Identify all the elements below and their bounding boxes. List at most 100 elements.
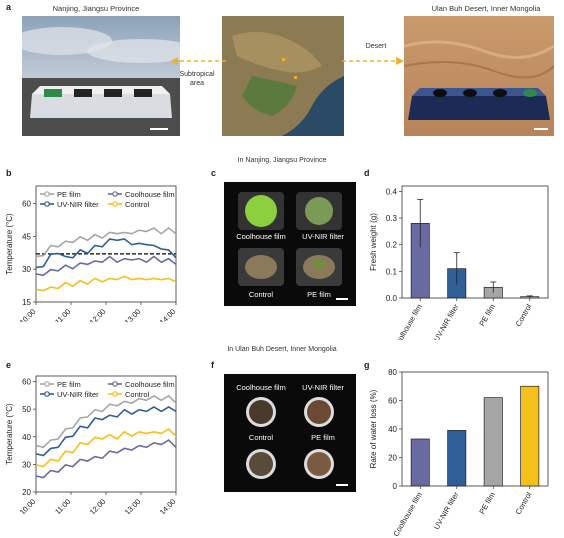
x-tick-label: 13:00 <box>123 497 143 514</box>
legend-label-coolhouse: Coolhouse film <box>125 190 175 199</box>
chart-b-temperature-nanjing: 15 30 45 60 10:00 11:00 12:00 13:00 14:00 Tempera… <box>5 185 178 322</box>
series-line-control <box>35 427 177 468</box>
y-tick-label: 40 <box>22 433 31 442</box>
legend-label-coolhouse: Coolhouse film <box>125 380 175 389</box>
map-photo <box>222 16 344 136</box>
chart-d-fresh-weight: 0.0 0.1 0.2 0.3 0.4 Fresh weight (g) Coolhouse… <box>369 185 549 341</box>
panel-label-d: d <box>364 168 370 178</box>
arrow-left-icon <box>170 57 226 65</box>
x-tick-label: Coolhouse film <box>391 491 424 537</box>
legend-label-pe: PE film <box>57 380 81 389</box>
series-line-coolhouse <box>35 255 177 277</box>
legend-marker-coolhouse <box>112 381 118 387</box>
x-tick-label: Coolhouse film <box>391 303 424 341</box>
legend-marker-control <box>112 391 118 397</box>
panel-label-f: f <box>211 360 214 370</box>
plot-frame <box>401 185 549 299</box>
x-tick-label: PE film <box>477 491 497 516</box>
y-tick-label: 40 <box>388 425 397 434</box>
arrow-right-icon <box>342 57 404 65</box>
nanjing-section-title: In Nanjing, Jiangsu Province <box>237 157 327 164</box>
panel-label-g: g <box>364 360 370 370</box>
y-tick-label: 30 <box>22 460 31 469</box>
plant-trays-c <box>238 192 348 300</box>
x-tick-label: UV-NIR filter <box>432 302 461 340</box>
bar-control <box>520 385 540 487</box>
c-label-control: Control <box>248 290 274 299</box>
series-line-uvnir <box>35 238 177 269</box>
china-map <box>222 16 344 136</box>
y-tick-label: 60 <box>22 200 31 209</box>
x-tick-label: 14:00 <box>158 497 178 514</box>
y-tick-label: 0 <box>393 482 398 491</box>
x-tick-label: 10:00 <box>18 307 38 322</box>
y-tick-label: 0.0 <box>386 294 398 303</box>
x-tick-label: Control <box>514 490 534 516</box>
series-line-pe <box>35 394 177 449</box>
legend-marker-control <box>112 201 118 207</box>
legend-label-control: Control <box>125 200 150 209</box>
c-label-pe: PE film <box>307 290 331 299</box>
desert-label: Desert <box>365 43 387 50</box>
y-tick-label: 20 <box>388 454 397 463</box>
x-tick-label: 13:00 <box>123 307 143 322</box>
desert-caption: Ulan Buh Desert, Inner Mongolia <box>431 4 541 13</box>
y-tick-label: 0.4 <box>386 187 398 196</box>
y-tick-label: 50 <box>22 405 31 414</box>
f-label-control: Control <box>248 433 274 442</box>
x-tick-label: PE film <box>477 303 497 328</box>
x-tick-label: 11:00 <box>53 497 72 514</box>
x-tick-label: 10:00 <box>18 497 38 514</box>
x-tick-label: Control <box>514 302 534 328</box>
y-tick-label: 45 <box>22 232 31 241</box>
y-tick-label: 0.1 <box>386 267 398 276</box>
panel-c-photo: Coolhouse film UV-NIR filter Control PE … <box>224 182 356 306</box>
f-label-pe: PE film <box>311 433 335 442</box>
y-tick-label: 80 <box>388 368 397 377</box>
y-tick-label: 20 <box>22 488 31 497</box>
chart-g-water-loss: 0 20 40 60 80 Rate of water loss (%) Coolhouse… <box>369 368 549 537</box>
f-label-coolhouse: Coolhouse film <box>236 383 286 392</box>
y-tick-label: 60 <box>388 397 397 406</box>
plant-dishes-f <box>246 397 348 486</box>
y-axis-label: Rate of water loss (%) <box>369 389 378 468</box>
y-tick-label: 60 <box>22 378 31 387</box>
series-line-pe <box>35 226 177 258</box>
nanjing-photo <box>22 16 180 136</box>
desert-photo <box>404 16 554 136</box>
panel-label-c: c <box>211 168 217 178</box>
bar-uvnir <box>447 430 467 487</box>
bar-pe <box>483 397 503 487</box>
y-axis-label: Temperature (°C) <box>5 403 14 465</box>
panel-label-a: a <box>6 2 12 12</box>
x-tick-label: 14:00 <box>158 307 178 322</box>
legend-marker-pe <box>44 381 50 387</box>
chart-e-temperature-desert: 20 30 40 50 60 10:00 11:00 12:00 13:00 14:00 Tempe… <box>5 375 178 514</box>
y-tick-label: 15 <box>22 298 31 307</box>
series-line-uvnir <box>35 405 177 457</box>
x-tick-label: UV-NIR filter <box>432 490 461 531</box>
panel-label-e: e <box>6 360 12 370</box>
legend-label-uvnir: UV-NIR filter <box>57 200 99 209</box>
subtropical-label: Subtropical area <box>179 71 215 87</box>
panel-label-b: b <box>6 168 12 178</box>
series-line-coolhouse <box>35 439 177 479</box>
legend-label-uvnir: UV-NIR filter <box>57 390 99 399</box>
nanjing-scene <box>22 16 180 136</box>
c-label-coolhouse: Coolhouse film <box>236 232 286 241</box>
desert-scene <box>404 16 554 136</box>
panel-f-photo: Coolhouse film UV-NIR filter Control PE … <box>224 374 356 492</box>
x-tick-label: 12:00 <box>88 497 108 514</box>
desert-section-title: In Ulan Buh Desert, Inner Mongolia <box>227 346 337 353</box>
legend-marker-coolhouse <box>112 191 118 197</box>
c-label-uvnir: UV-NIR filter <box>302 232 344 241</box>
nanjing-caption: Nanjing, Jiangsu Province <box>52 4 140 13</box>
legend-label-control: Control <box>125 390 150 399</box>
y-tick-label: 0.3 <box>386 214 398 223</box>
y-tick-label: 0.2 <box>386 241 398 250</box>
series-line-control <box>35 275 177 292</box>
legend-marker-uvnir <box>44 391 50 397</box>
y-axis-label: Fresh weight (g) <box>369 213 378 271</box>
bar-coolhouse <box>410 438 430 487</box>
f-label-uvnir: UV-NIR filter <box>302 383 344 392</box>
